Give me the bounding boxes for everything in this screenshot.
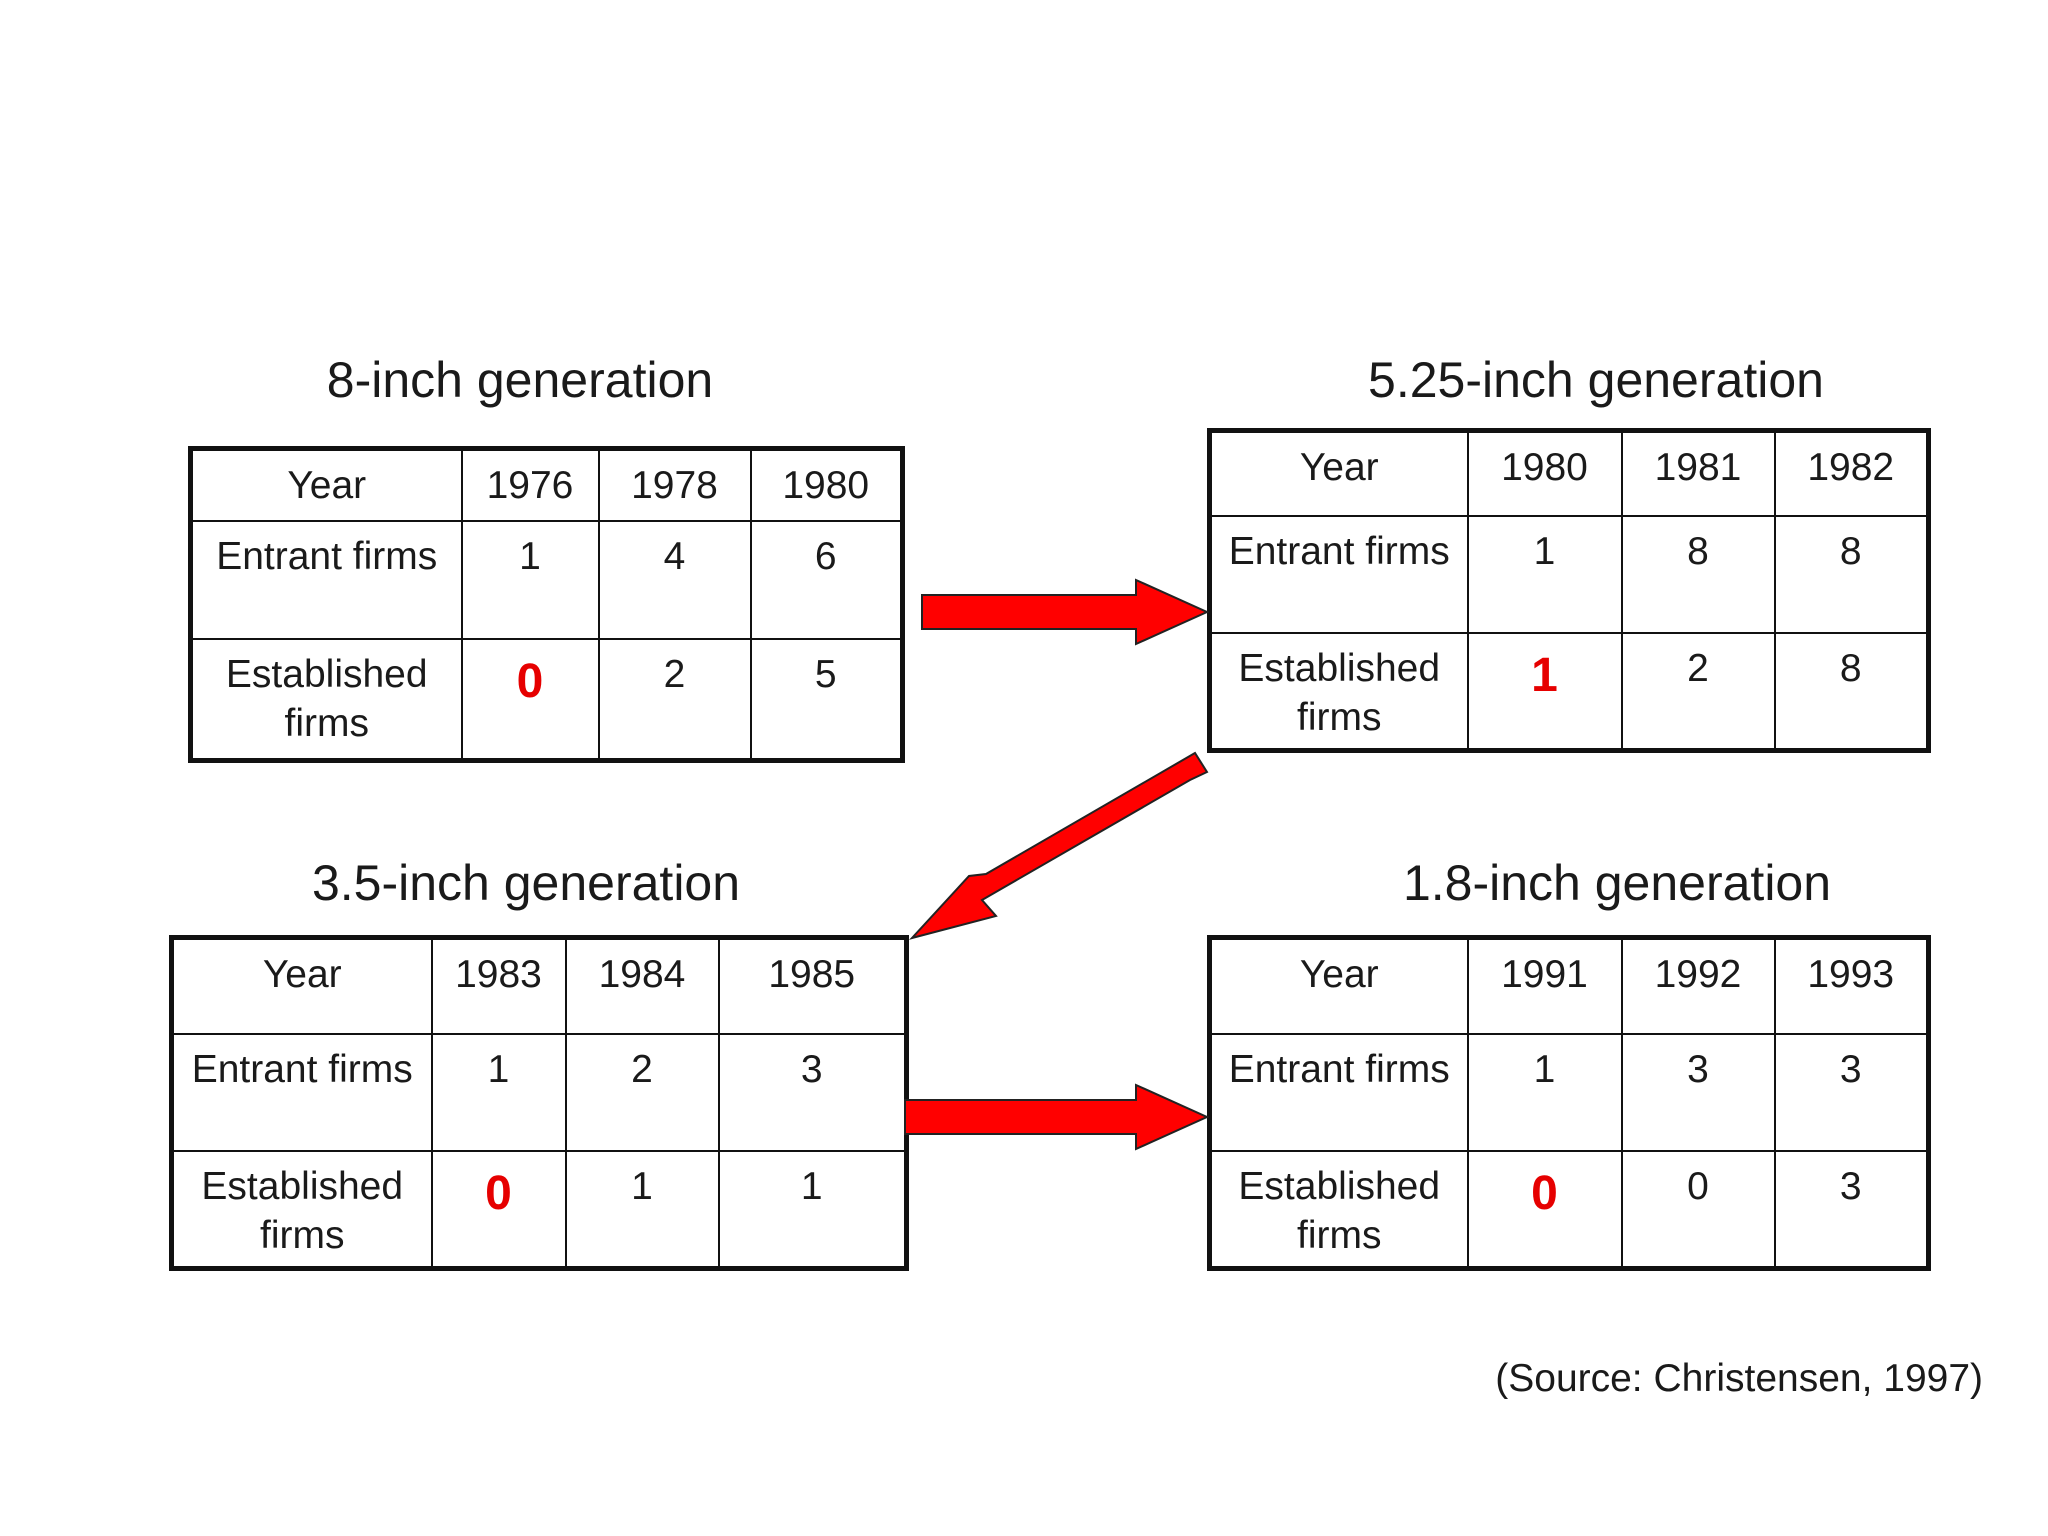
year-cell: 1981 <box>1620 429 1776 517</box>
established-cell: 3 <box>1773 1149 1930 1270</box>
established-cell-highlight: 0 <box>460 637 600 762</box>
established-cell: 2 <box>1620 631 1776 752</box>
table-5-25-inch: Year 1980 1981 1982 Entrant firms 1 8 8 … <box>1207 428 1931 753</box>
entrant-cell: 1 <box>1466 1032 1623 1152</box>
row-label-entrant: Entrant firms <box>170 1032 433 1152</box>
row-entrant: Entrant firms 1 3 3 <box>1208 1032 1930 1152</box>
entrant-cell: 6 <box>749 519 904 640</box>
arrow-right-top <box>921 578 1210 646</box>
year-cell: 1982 <box>1773 429 1930 517</box>
year-cell: 1984 <box>564 936 720 1035</box>
entrant-cell: 4 <box>597 519 752 640</box>
row-label-entrant: Entrant firms <box>1208 1032 1469 1152</box>
row-established: Established firms 0 0 3 <box>1208 1149 1930 1270</box>
established-cell-highlight: 0 <box>430 1149 567 1270</box>
established-cell: 1 <box>564 1149 720 1270</box>
established-cell-highlight: 0 <box>1466 1149 1623 1270</box>
title-1-8-inch: 1.8-inch generation <box>1402 855 1832 911</box>
title-3-5-inch: 3.5-inch generation <box>311 855 741 911</box>
row-label-year: Year <box>1208 936 1469 1035</box>
year-cell: 1985 <box>717 936 908 1035</box>
row-year: Year 1976 1978 1980 <box>189 447 904 522</box>
row-label-entrant: Entrant firms <box>189 519 463 640</box>
established-cell: 0 <box>1620 1149 1776 1270</box>
entrant-cell: 3 <box>1620 1032 1776 1152</box>
row-label-year: Year <box>1208 429 1469 517</box>
row-label-established: Established firms <box>170 1149 433 1270</box>
year-cell: 1976 <box>460 447 600 522</box>
entrant-cell: 1 <box>1466 514 1623 634</box>
table-3-5-inch: Year 1983 1984 1985 Entrant firms 1 2 3 … <box>169 935 909 1271</box>
entrant-cell: 2 <box>564 1032 720 1152</box>
title-5-25-inch: 5.25-inch generation <box>1368 352 1824 408</box>
row-established: Established firms 0 2 5 <box>189 637 904 762</box>
arrow-diagonal-down-left <box>908 751 1209 940</box>
year-cell: 1991 <box>1466 936 1623 1035</box>
table-1-8-inch: Year 1991 1992 1993 Entrant firms 1 3 3 … <box>1207 935 1931 1271</box>
row-entrant: Entrant firms 1 4 6 <box>189 519 904 640</box>
entrant-cell: 3 <box>717 1032 908 1152</box>
entrant-cell: 8 <box>1773 514 1930 634</box>
title-8-inch: 8-inch generation <box>326 352 714 408</box>
year-cell: 1993 <box>1773 936 1930 1035</box>
entrant-cell: 1 <box>430 1032 567 1152</box>
row-established: Established firms 0 1 1 <box>170 1149 908 1270</box>
row-label-established: Established firms <box>1208 1149 1469 1270</box>
row-year: Year 1983 1984 1985 <box>170 936 908 1035</box>
row-year: Year 1991 1992 1993 <box>1208 936 1930 1035</box>
row-entrant: Entrant firms 1 8 8 <box>1208 514 1930 634</box>
arrow-right-bottom <box>904 1083 1210 1151</box>
established-cell: 2 <box>597 637 752 762</box>
table-8-inch: Year 1976 1978 1980 Entrant firms 1 4 6 … <box>188 446 905 763</box>
entrant-cell: 8 <box>1620 514 1776 634</box>
row-established: Established firms 1 2 8 <box>1208 631 1930 752</box>
entrant-cell: 3 <box>1773 1032 1930 1152</box>
row-label-year: Year <box>170 936 433 1035</box>
established-cell-highlight: 1 <box>1466 631 1623 752</box>
row-label-year: Year <box>189 447 463 522</box>
year-cell: 1978 <box>597 447 752 522</box>
year-cell: 1983 <box>430 936 567 1035</box>
row-label-established: Established firms <box>189 637 463 762</box>
row-label-established: Established firms <box>1208 631 1469 752</box>
row-year: Year 1980 1981 1982 <box>1208 429 1930 517</box>
source-citation: (Source: Christensen, 1997) <box>1495 1357 1983 1400</box>
entrant-cell: 1 <box>460 519 600 640</box>
established-cell: 1 <box>717 1149 908 1270</box>
year-cell: 1992 <box>1620 936 1776 1035</box>
row-entrant: Entrant firms 1 2 3 <box>170 1032 908 1152</box>
established-cell: 5 <box>749 637 904 762</box>
row-label-entrant: Entrant firms <box>1208 514 1469 634</box>
established-cell: 8 <box>1773 631 1930 752</box>
year-cell: 1980 <box>1466 429 1623 517</box>
year-cell: 1980 <box>749 447 904 522</box>
